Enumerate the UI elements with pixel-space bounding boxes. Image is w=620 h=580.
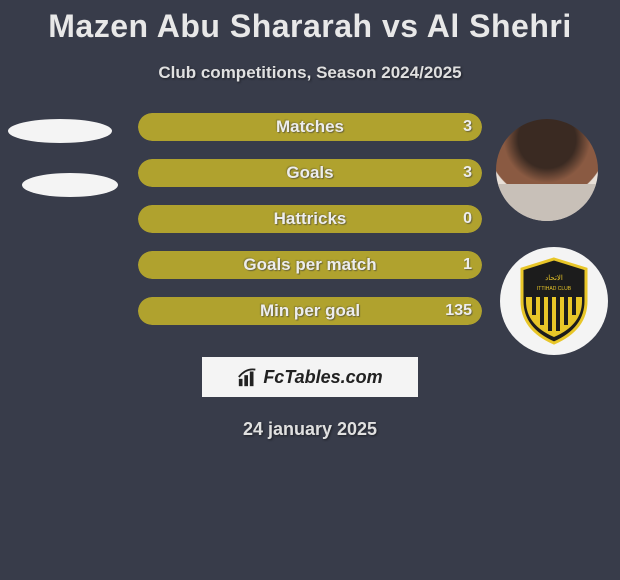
bars-icon — [237, 366, 259, 388]
stat-bar: Goals3 — [138, 159, 482, 187]
comparison-chart: الاتحاد ITTIHAD CLUB Matches3Goals3Hattr… — [0, 119, 620, 355]
shield-icon: الاتحاد ITTIHAD CLUB — [516, 257, 592, 345]
brand-text: FcTables.com — [263, 367, 382, 388]
shield-text-top: الاتحاد — [545, 274, 563, 282]
player-left-avatar-placeholder-top — [8, 119, 112, 143]
bar-value-right: 3 — [463, 113, 472, 141]
bar-label: Goals per match — [138, 251, 482, 279]
player-left-avatar-placeholder-bottom — [22, 173, 118, 197]
stat-bar: Hattricks0 — [138, 205, 482, 233]
bar-value-right: 135 — [445, 297, 472, 325]
bar-value-right: 3 — [463, 159, 472, 187]
stat-bar: Min per goal135 — [138, 297, 482, 325]
stat-bar: Matches3 — [138, 113, 482, 141]
subtitle: Club competitions, Season 2024/2025 — [0, 63, 620, 83]
brand-watermark: FcTables.com — [202, 357, 418, 397]
bar-label: Min per goal — [138, 297, 482, 325]
player-right-club-badge: الاتحاد ITTIHAD CLUB — [500, 247, 608, 355]
page-title: Mazen Abu Shararah vs Al Shehri — [0, 0, 620, 45]
stat-bar: Goals per match1 — [138, 251, 482, 279]
bar-value-right: 1 — [463, 251, 472, 279]
date-label: 24 january 2025 — [0, 419, 620, 440]
bar-label: Matches — [138, 113, 482, 141]
bar-value-right: 0 — [463, 205, 472, 233]
bar-label: Goals — [138, 159, 482, 187]
stat-bars: Matches3Goals3Hattricks0Goals per match1… — [138, 113, 482, 343]
bar-label: Hattricks — [138, 205, 482, 233]
shield-text-bottom: ITTIHAD CLUB — [537, 286, 572, 292]
player-right-avatar — [496, 119, 598, 221]
